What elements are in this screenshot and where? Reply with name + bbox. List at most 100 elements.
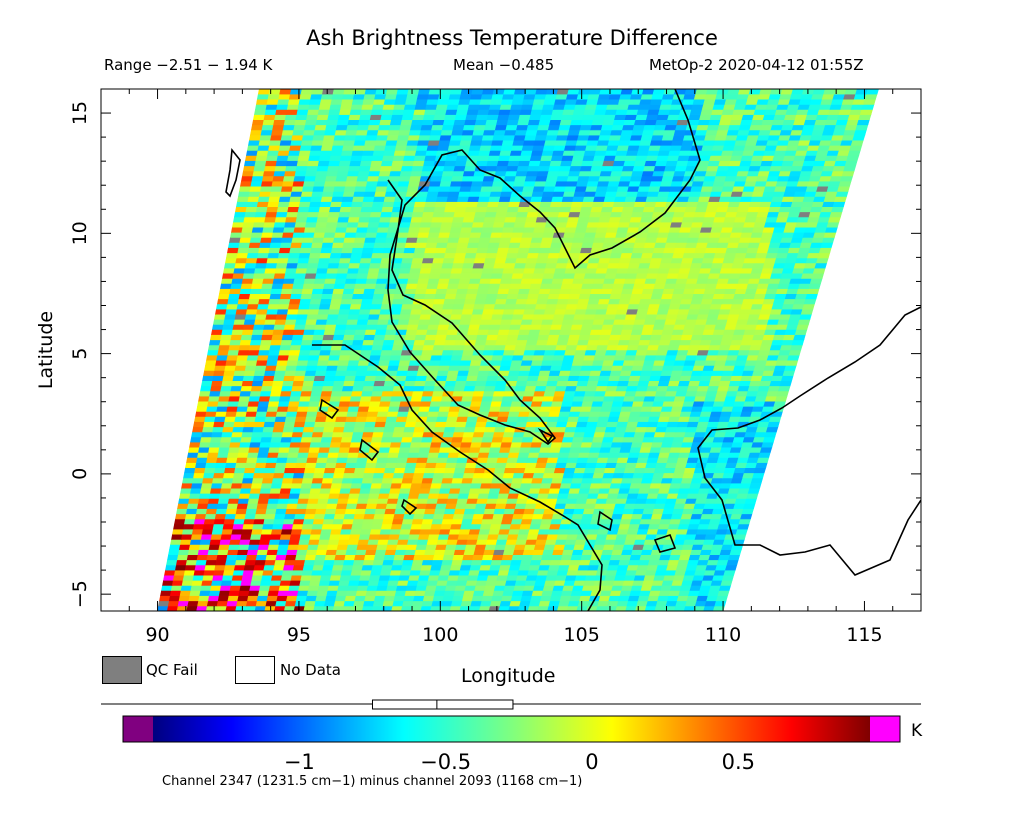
heatmap-cell xyxy=(668,452,681,458)
heatmap-cell xyxy=(636,600,649,607)
heatmap-cell xyxy=(376,457,389,463)
heatmap-cell xyxy=(398,313,412,320)
heatmap-cell xyxy=(354,595,367,602)
heatmap-cell xyxy=(625,272,638,279)
heatmap-cell xyxy=(199,441,211,448)
heatmap-cell xyxy=(329,303,342,310)
heatmap-cell xyxy=(448,185,462,192)
heatmap-cell xyxy=(358,400,371,407)
heatmap-cell xyxy=(385,416,398,422)
heatmap-cell xyxy=(561,400,574,407)
heatmap-cell xyxy=(343,237,356,243)
heatmap-cell xyxy=(268,539,281,545)
heatmap-cell xyxy=(375,549,387,556)
heatmap-cell xyxy=(476,457,489,463)
heatmap-cell xyxy=(768,206,782,213)
heatmap-cell xyxy=(285,216,298,223)
heatmap-cell xyxy=(537,528,550,535)
heatmap-cell xyxy=(531,554,544,561)
heatmap-cell xyxy=(523,180,537,187)
heatmap-cell xyxy=(583,579,596,586)
heatmap-cell xyxy=(269,441,282,448)
heatmap-cell xyxy=(665,278,678,284)
heatmap-cell xyxy=(821,237,835,243)
heatmap-cell xyxy=(562,354,576,361)
heatmap-cell xyxy=(420,262,434,269)
heatmap-cell xyxy=(726,318,739,325)
heatmap-cell xyxy=(224,513,237,520)
heatmap-cell xyxy=(721,441,734,448)
heatmap-cell xyxy=(726,457,740,463)
heatmap-cell xyxy=(247,498,260,504)
heatmap-cell xyxy=(325,370,338,376)
heatmap-cell xyxy=(611,513,624,520)
heatmap-cell xyxy=(703,324,717,330)
heatmap-cell xyxy=(572,318,585,325)
heatmap-cell xyxy=(274,416,287,422)
heatmap-cell xyxy=(681,579,694,586)
heatmap-cell xyxy=(333,329,347,335)
heatmap-cell xyxy=(283,472,295,479)
heatmap-cell xyxy=(317,498,330,504)
heatmap-cell xyxy=(734,324,748,330)
heatmap-cell xyxy=(240,283,253,289)
heatmap-cell xyxy=(235,257,248,264)
heatmap-cell xyxy=(715,595,728,602)
heatmap-cell xyxy=(405,462,418,469)
heatmap-cell xyxy=(740,513,753,520)
heatmap-cell xyxy=(424,380,437,387)
heatmap-cell xyxy=(594,349,608,356)
heatmap-cell xyxy=(731,334,745,341)
heatmap-cell xyxy=(576,180,589,187)
heatmap-cell xyxy=(612,472,625,479)
heatmap-cell xyxy=(648,487,661,494)
heatmap-cell xyxy=(675,462,688,469)
heatmap-cell xyxy=(787,247,801,254)
heatmap-cell xyxy=(274,467,286,474)
heatmap-cell xyxy=(828,180,842,187)
heatmap-cell xyxy=(432,554,445,561)
heatmap-cell xyxy=(659,518,672,525)
heatmap-cell xyxy=(742,472,755,479)
heatmap-cell xyxy=(331,477,344,484)
heatmap-cell xyxy=(786,216,800,223)
heatmap-cell xyxy=(281,334,294,341)
heatmap-cell xyxy=(705,462,718,469)
heatmap-cell xyxy=(265,508,278,515)
heatmap-cell xyxy=(411,303,424,310)
heatmap-cell xyxy=(382,518,394,525)
heatmap-cell xyxy=(486,498,499,504)
heatmap-cell xyxy=(482,431,495,438)
heatmap-cell xyxy=(589,293,602,300)
heatmap-cell xyxy=(408,574,421,581)
heatmap-cell xyxy=(694,533,707,540)
heatmap-cell xyxy=(534,180,547,187)
heatmap-cell xyxy=(191,528,204,535)
heatmap-cell xyxy=(352,431,364,438)
heatmap-cell xyxy=(467,329,480,335)
heatmap-cell xyxy=(748,201,762,207)
heatmap-cell xyxy=(556,298,570,305)
heatmap-cell xyxy=(742,334,755,341)
heatmap-cell xyxy=(395,462,408,469)
heatmap-cell xyxy=(257,590,270,596)
heatmap-cell xyxy=(384,549,397,556)
heatmap-cell xyxy=(747,278,761,284)
heatmap-cell xyxy=(218,293,231,300)
heatmap-cell xyxy=(396,370,409,376)
heatmap-cell xyxy=(485,421,498,428)
heatmap-cell xyxy=(306,216,319,223)
heatmap-cell xyxy=(416,539,429,545)
heatmap-cell xyxy=(627,303,640,310)
heatmap-cell xyxy=(249,185,262,192)
heatmap-cell xyxy=(678,267,691,274)
heatmap-cell xyxy=(364,421,377,428)
heatmap-cell xyxy=(706,278,720,284)
heatmap-cell xyxy=(432,344,445,351)
heatmap-cell xyxy=(482,221,495,228)
heatmap-cell xyxy=(519,523,532,530)
heatmap-cell xyxy=(352,385,365,392)
heatmap-cell xyxy=(348,262,361,269)
heatmap-cell xyxy=(746,390,759,397)
heatmap-cell xyxy=(547,334,560,341)
